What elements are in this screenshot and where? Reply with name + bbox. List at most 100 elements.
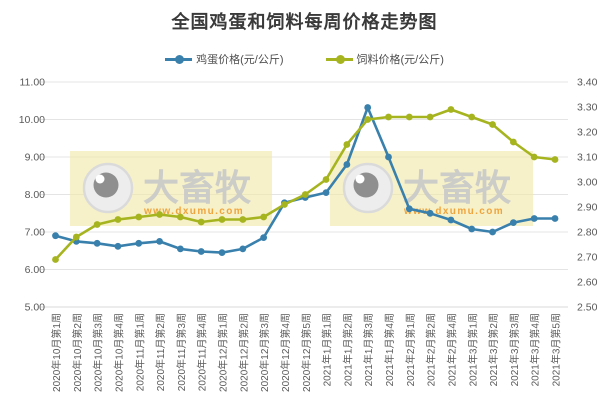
egg-price-point [176, 245, 184, 253]
x-axis-tick-label: 2021年3月第1周 [466, 313, 479, 386]
chart-title: 全国鸡蛋和饲料每周价格走势图 [171, 12, 438, 32]
x-axis-tick-label: 2020年10月第4周 [112, 313, 125, 392]
x-axis-tick-label: 2021年2月第2周 [425, 313, 438, 386]
egg-price-legend-marker-icon [165, 54, 193, 64]
egg-price-point [218, 249, 226, 256]
watermark-url-text: www.dxumu.com [403, 206, 504, 217]
egg-price-point [509, 219, 517, 227]
egg-price-point [426, 209, 434, 217]
y2-axis-tick-label: 3.00 [577, 177, 598, 189]
x-axis-tick-label: 2020年10月第1周 [50, 313, 63, 392]
feed-price-point [218, 216, 226, 223]
feed-price-point [405, 113, 413, 121]
feed-price-point [239, 216, 247, 223]
egg-price-point [93, 239, 101, 247]
feed-price-point [301, 191, 309, 198]
y2-axis-tick-label: 3.20 [577, 127, 598, 139]
egg-price-point [405, 205, 413, 213]
feed-price-point [114, 216, 122, 223]
feed-price-point [385, 113, 392, 121]
feed-price-point [551, 156, 559, 163]
egg-price-point [260, 234, 268, 242]
x-axis-tick-label: 2021年1月第1周 [321, 313, 334, 386]
y2-axis-tick-label: 3.10 [577, 152, 598, 164]
feed-price-point [468, 113, 476, 121]
feed-price-point [426, 113, 434, 121]
y-axis-tick-label: 9.00 [25, 152, 46, 164]
feed-price-point [156, 211, 163, 218]
egg-price-point [530, 215, 538, 222]
x-axis-tick-label: 2021年3月第2周 [487, 313, 500, 386]
legend-label: 鸡蛋价格(元/公斤) [196, 54, 284, 66]
feed-price-point [447, 106, 455, 113]
egg-price-point [52, 232, 59, 240]
y-axis-tick-label: 11.00 [20, 77, 46, 89]
egg-price-point [135, 239, 143, 247]
egg-price-point [197, 248, 205, 255]
feed-price-point [322, 176, 330, 183]
legend-item-feed-price[interactable]: 饲料价格(元/公斤) [325, 51, 444, 67]
feed-price-point [364, 116, 372, 123]
egg-price-point [385, 153, 392, 161]
x-axis-tick-label: 2021年2月第1周 [404, 313, 417, 386]
watermark-eye-highlight-icon [355, 174, 365, 184]
egg-price-point [364, 104, 372, 111]
legend-item-egg-price[interactable]: 鸡蛋价格(元/公斤) [165, 51, 284, 67]
y-axis-tick-label: 6.00 [25, 264, 46, 276]
x-axis-tick-label: 2020年12月第5周 [300, 313, 313, 392]
watermark-brand-text: 大畜牧 [143, 167, 252, 208]
watermark-brand-text: 大畜牧 [403, 167, 512, 208]
x-axis-tick-label: 2021年3月第3周 [508, 313, 521, 386]
x-axis-tick-label: 2021年3月第5周 [550, 313, 563, 386]
feed-price-point [260, 213, 268, 221]
x-axis-tick-label: 2021年1月第2周 [341, 313, 354, 386]
x-axis-tick-label: 2020年12月第2周 [237, 313, 250, 392]
egg-price-point [239, 245, 247, 253]
y2-axis-tick-label: 2.50 [577, 302, 598, 314]
y-axis-tick-label: 8.00 [25, 189, 46, 201]
watermark-url-text: www.dxumu.com [143, 206, 244, 217]
x-axis-tick-label: 2020年11月第4周 [196, 313, 209, 391]
egg-price-point [343, 161, 351, 168]
egg-price-point [468, 225, 476, 233]
x-axis-tick-label: 2021年2月第4周 [445, 313, 458, 386]
chart-legend: 鸡蛋价格(元/公斤) 饲料价格(元/公斤) [0, 51, 609, 67]
feed-price-point [489, 121, 496, 128]
x-axis-tick-label: 2020年12月第4周 [279, 313, 292, 392]
feed-price-point [93, 221, 101, 228]
y2-axis-tick-label: 2.80 [577, 227, 598, 239]
y2-axis-tick-label: 3.30 [577, 102, 598, 114]
egg-price-point [156, 238, 163, 245]
feed-price-legend-marker-icon [325, 54, 353, 64]
feed-price-point [135, 213, 143, 221]
y-axis-tick-label: 5.00 [25, 302, 46, 314]
x-axis-tick-label: 2021年3月第4周 [529, 313, 542, 386]
legend-label: 饲料价格(元/公斤) [356, 54, 444, 66]
y2-axis-tick-label: 2.90 [577, 202, 598, 214]
watermark-eye-highlight-icon [95, 174, 105, 184]
feed-price-point [530, 153, 538, 161]
egg-price-point [551, 215, 559, 222]
y2-axis-tick-label: 3.40 [577, 77, 598, 89]
x-axis-tick-label: 2021年1月第3周 [362, 313, 375, 386]
x-axis-tick-label: 2020年12月第1周 [217, 313, 230, 392]
feed-price-point [343, 141, 351, 148]
y-axis-tick-label: 7.00 [25, 227, 46, 239]
egg-price-point [322, 189, 330, 197]
x-axis-tick-label: 2020年10月第2周 [71, 313, 84, 392]
x-axis-tick-label: 2020年12月第3周 [258, 313, 271, 392]
feed-price-point [281, 201, 288, 208]
egg-price-point [114, 242, 122, 250]
y2-axis-tick-label: 2.70 [577, 252, 598, 264]
x-axis-tick-label: 2020年11月第2周 [154, 313, 167, 391]
x-axis-tick-label: 2021年1月第4周 [383, 313, 396, 386]
feed-price-point [72, 233, 80, 241]
x-axis-tick-label: 2020年10月第3周 [92, 313, 105, 392]
y-axis-tick-label: 10.00 [19, 114, 45, 126]
feed-price-point [509, 138, 517, 146]
egg-price-point [489, 228, 496, 236]
x-axis-tick-label: 2020年11月第3周 [175, 313, 188, 391]
x-axis-tick-label: 2020年11月第1周 [133, 313, 146, 391]
